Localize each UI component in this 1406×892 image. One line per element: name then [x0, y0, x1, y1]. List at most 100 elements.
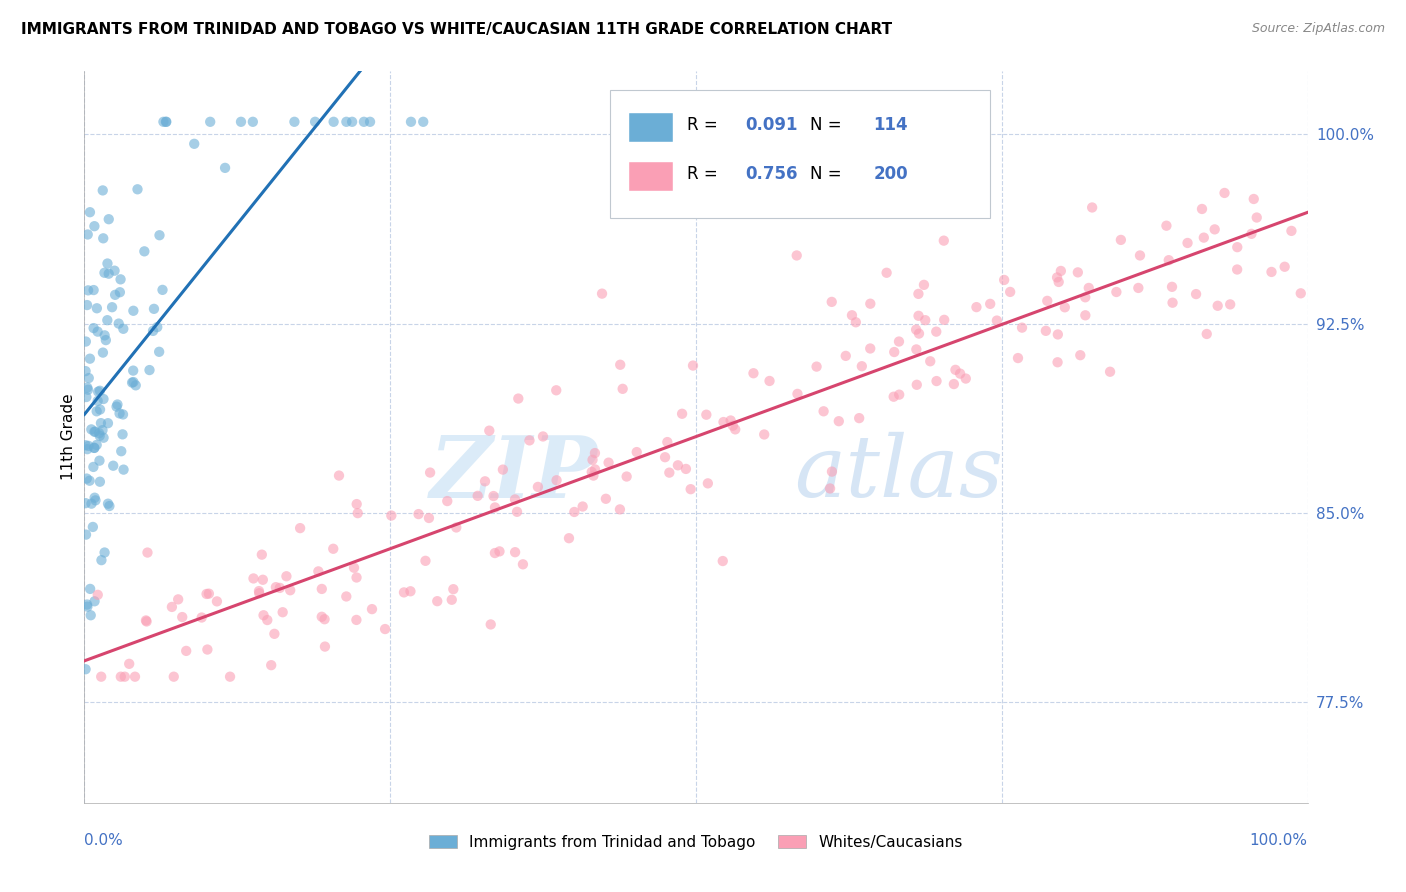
Point: [412, 115, 434, 129]
Point: [1050, 264, 1073, 278]
Point: [821, 465, 844, 479]
Point: [343, 560, 366, 574]
Point: [679, 482, 702, 496]
Point: [1226, 262, 1249, 277]
Point: [965, 300, 987, 314]
Point: [122, 363, 145, 377]
Point: [122, 375, 145, 389]
Point: [1128, 281, 1150, 295]
Point: [94, 333, 117, 347]
Point: [167, 592, 190, 607]
Point: [80, 422, 103, 436]
Point: [340, 115, 363, 129]
Point: [887, 334, 910, 349]
Point: [124, 670, 146, 684]
Point: [1243, 192, 1265, 206]
Point: [1081, 201, 1104, 215]
Point: [1129, 248, 1152, 262]
Point: [122, 303, 145, 318]
Point: [1161, 280, 1184, 294]
Point: [949, 367, 972, 381]
Point: [314, 612, 336, 626]
Point: [436, 494, 458, 508]
Point: [441, 582, 464, 597]
Point: [503, 492, 526, 507]
Point: [146, 320, 169, 334]
Text: 100.0%: 100.0%: [1250, 833, 1308, 848]
Point: [711, 554, 734, 568]
Point: [76, 380, 98, 394]
Point: [908, 326, 931, 341]
Point: [828, 414, 851, 428]
FancyBboxPatch shape: [628, 113, 672, 142]
Point: [271, 605, 294, 619]
Point: [328, 468, 350, 483]
Point: [492, 462, 515, 476]
Point: [83, 219, 105, 234]
Point: [609, 502, 631, 516]
Point: [478, 424, 501, 438]
Point: [93, 431, 115, 445]
Point: [1281, 224, 1303, 238]
Point: [152, 115, 174, 129]
Point: [111, 408, 134, 422]
Point: [986, 313, 1008, 327]
Point: [90, 670, 112, 684]
Point: [84, 493, 107, 508]
Point: [83, 491, 105, 505]
Point: [127, 182, 149, 196]
Point: [1007, 351, 1029, 365]
Point: [979, 297, 1001, 311]
Point: [374, 622, 396, 636]
Point: [174, 644, 197, 658]
Point: [1177, 235, 1199, 250]
Text: R =: R =: [688, 165, 724, 183]
Point: [91, 231, 114, 245]
Point: [1240, 227, 1263, 241]
Point: [925, 325, 948, 339]
Point: [488, 544, 510, 558]
Point: [531, 429, 554, 443]
Point: [219, 670, 242, 684]
Point: [260, 658, 283, 673]
Point: [932, 234, 955, 248]
Point: [97, 212, 120, 227]
Point: [80, 497, 103, 511]
Point: [250, 548, 273, 562]
Point: [288, 521, 311, 535]
Point: [1204, 222, 1226, 236]
Point: [138, 363, 160, 377]
Point: [322, 115, 344, 129]
Point: [346, 506, 368, 520]
Point: [546, 384, 568, 398]
Point: [311, 582, 333, 596]
Point: [595, 491, 617, 506]
Point: [135, 615, 157, 629]
Point: [172, 610, 194, 624]
Point: [307, 565, 329, 579]
Point: [252, 608, 274, 623]
Text: 0.0%: 0.0%: [84, 833, 124, 848]
Point: [484, 546, 506, 560]
Point: [91, 345, 114, 359]
Point: [419, 466, 441, 480]
Point: [1046, 355, 1069, 369]
Point: [1260, 265, 1282, 279]
Point: [353, 115, 375, 129]
Point: [546, 473, 568, 487]
Point: [654, 450, 676, 465]
Point: [418, 511, 440, 525]
Point: [1289, 286, 1312, 301]
Point: [998, 285, 1021, 299]
Point: [907, 309, 929, 323]
Point: [80, 608, 103, 623]
Point: [925, 374, 948, 388]
Point: [103, 458, 125, 473]
Point: [86, 404, 108, 418]
Point: [103, 263, 125, 277]
Point: [111, 427, 134, 442]
Point: [96, 256, 118, 270]
Point: [135, 614, 157, 628]
Point: [562, 505, 585, 519]
Point: [934, 313, 956, 327]
